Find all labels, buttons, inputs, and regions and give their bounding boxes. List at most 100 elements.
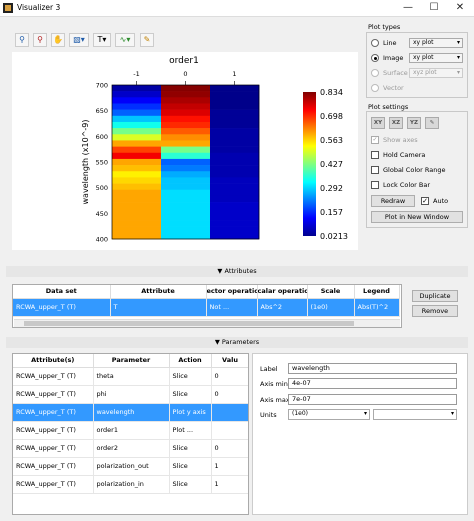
cell[interactable]: polarization_in <box>93 475 170 494</box>
parameters-section-header[interactable]: ▼ Parameters <box>6 337 468 348</box>
show-axes-checkbox[interactable]: ✓ <box>371 136 379 144</box>
col-scalar-operation[interactable]: calar operatio <box>257 285 308 299</box>
cell[interactable]: 1 <box>211 457 248 476</box>
col-data-set[interactable]: Data set <box>13 285 111 299</box>
x-tick-label: -1 <box>133 70 139 78</box>
cell[interactable]: phi <box>93 385 170 404</box>
units-select[interactable]: (1e0) <box>288 409 370 420</box>
edit-view-icon[interactable]: ✎ <box>425 117 439 129</box>
surface-radio[interactable] <box>371 69 379 77</box>
pen-icon[interactable]: ✎ <box>140 33 154 47</box>
col-value[interactable]: Valu <box>211 354 248 368</box>
cell[interactable]: Slice <box>169 457 212 476</box>
cell[interactable]: Slice <box>169 367 212 386</box>
cell[interactable]: Slice <box>169 475 212 494</box>
cell[interactable]: 0 <box>211 439 248 458</box>
hold-camera-checkbox[interactable] <box>371 151 379 159</box>
redraw-button[interactable]: Redraw <box>371 195 415 207</box>
col-parameter[interactable]: Parameter <box>93 354 170 368</box>
cell[interactable]: Plot ... <box>169 421 212 440</box>
axis-min-field[interactable]: 4e-07 <box>288 378 457 389</box>
plot-new-window-button[interactable]: Plot in New Window <box>371 211 463 223</box>
table-row[interactable]: RCWA_upper_T (T) order1 Plot ... <box>13 421 248 440</box>
units-secondary-select[interactable] <box>373 409 457 420</box>
cell[interactable]: Abs(T)^2 <box>354 298 400 317</box>
image-radio[interactable] <box>371 54 379 62</box>
cell[interactable]: Abs^2 <box>257 298 308 317</box>
cell[interactable]: Slice <box>169 385 212 404</box>
cell[interactable]: order2 <box>93 439 170 458</box>
attributes-section-header[interactable]: ▼ Attributes <box>6 266 468 277</box>
heatmap-cell <box>210 121 260 129</box>
cell[interactable]: Not ... <box>206 298 258 317</box>
scrollbar-thumb[interactable] <box>24 321 354 326</box>
axis-max-field[interactable]: 7e-07 <box>288 394 457 405</box>
heatmap-cell <box>210 158 260 166</box>
xy-view-icon[interactable]: XY <box>371 117 385 129</box>
duplicate-button[interactable]: Duplicate <box>412 290 458 302</box>
cell[interactable]: RCWA_upper_T (T) <box>13 367 94 386</box>
col-scale[interactable]: Scale <box>307 285 355 299</box>
lock-color-bar-checkbox[interactable] <box>371 181 379 189</box>
cell[interactable]: RCWA_upper_T (T) <box>13 298 111 317</box>
auto-checkbox[interactable]: ✓ <box>421 197 429 205</box>
pan-icon[interactable]: ✋ <box>51 33 65 47</box>
cell[interactable] <box>211 403 248 422</box>
cell[interactable]: RCWA_upper_T (T) <box>13 421 94 440</box>
cell[interactable]: Plot y axis <box>169 403 212 422</box>
col-vector-operation[interactable]: ector operatio <box>206 285 258 299</box>
heatmap-cell <box>112 183 162 191</box>
zoom-region-icon[interactable]: ⚲ <box>33 33 47 47</box>
plot-canvas[interactable]: order1 -1 0 1 700 650 600 550 500 450 400 wavele… <box>12 52 358 250</box>
close-button[interactable]: ✕ <box>455 2 465 13</box>
cell[interactable]: Slice <box>169 439 212 458</box>
table-row[interactable]: RCWA_upper_T (T) wavelength Plot y axis <box>13 403 248 422</box>
label-field[interactable]: wavelength <box>288 363 457 374</box>
marker-icon[interactable]: ∿▾ <box>115 33 135 47</box>
cell[interactable]: wavelength <box>93 403 170 422</box>
image-plot-select[interactable]: xy plot <box>409 53 463 63</box>
table-row[interactable]: RCWA_upper_T (T) phi Slice 0 <box>13 385 248 404</box>
minimize-button[interactable]: — <box>403 2 413 13</box>
maximize-button[interactable]: ☐ <box>429 2 439 13</box>
cell[interactable]: (1e0) <box>307 298 355 317</box>
table-row[interactable]: RCWA_upper_T (T) T Not ... Abs^2 (1e0) A… <box>13 298 400 317</box>
table-row[interactable]: RCWA_upper_T (T) polarization_out Slice 1 <box>13 457 248 476</box>
table-row[interactable]: RCWA_upper_T (T) order2 Slice 0 <box>13 439 248 458</box>
xz-view-icon[interactable]: XZ <box>389 117 403 129</box>
horizontal-scrollbar[interactable] <box>14 319 400 327</box>
heatmap-cell <box>112 152 162 160</box>
cell[interactable]: RCWA_upper_T (T) <box>13 403 94 422</box>
zoom-icon[interactable]: ⚲ <box>15 33 29 47</box>
y-tick-label: 700 <box>96 82 108 90</box>
cell[interactable]: order1 <box>93 421 170 440</box>
line-plot-select[interactable]: xy plot <box>409 38 463 48</box>
cell[interactable]: RCWA_upper_T (T) <box>13 475 94 494</box>
cell[interactable]: polarization_out <box>93 457 170 476</box>
surface-plot-select[interactable]: xyz plot <box>409 68 463 78</box>
line-radio[interactable] <box>371 39 379 47</box>
cell[interactable]: RCWA_upper_T (T) <box>13 457 94 476</box>
vector-radio[interactable] <box>371 84 379 92</box>
remove-button[interactable]: Remove <box>412 305 458 317</box>
col-attribute[interactable]: Attribute <box>110 285 207 299</box>
heatmap-cell <box>161 103 211 110</box>
col-attributes[interactable]: Attribute(s) <box>13 354 94 368</box>
col-action[interactable]: Action <box>169 354 212 368</box>
cell[interactable]: RCWA_upper_T (T) <box>13 385 94 404</box>
yz-view-icon[interactable]: YZ <box>407 117 421 129</box>
table-row[interactable]: RCWA_upper_T (T) theta Slice 0 <box>13 367 248 386</box>
global-color-range-checkbox[interactable] <box>371 166 379 174</box>
cell[interactable]: 1 <box>211 475 248 494</box>
table-row[interactable]: RCWA_upper_T (T) polarization_in Slice 1 <box>13 475 248 494</box>
colormap-icon[interactable]: ▧▾ <box>69 33 89 47</box>
cell[interactable]: RCWA_upper_T (T) <box>13 439 94 458</box>
cell[interactable]: 0 <box>211 385 248 404</box>
cell[interactable]: 0 <box>211 367 248 386</box>
cell[interactable]: T <box>110 298 207 317</box>
text-icon[interactable]: T▾ <box>93 33 111 47</box>
colorbar <box>303 92 316 236</box>
col-legend[interactable]: Legend <box>354 285 400 299</box>
cell[interactable] <box>211 421 248 440</box>
cell[interactable]: theta <box>93 367 170 386</box>
